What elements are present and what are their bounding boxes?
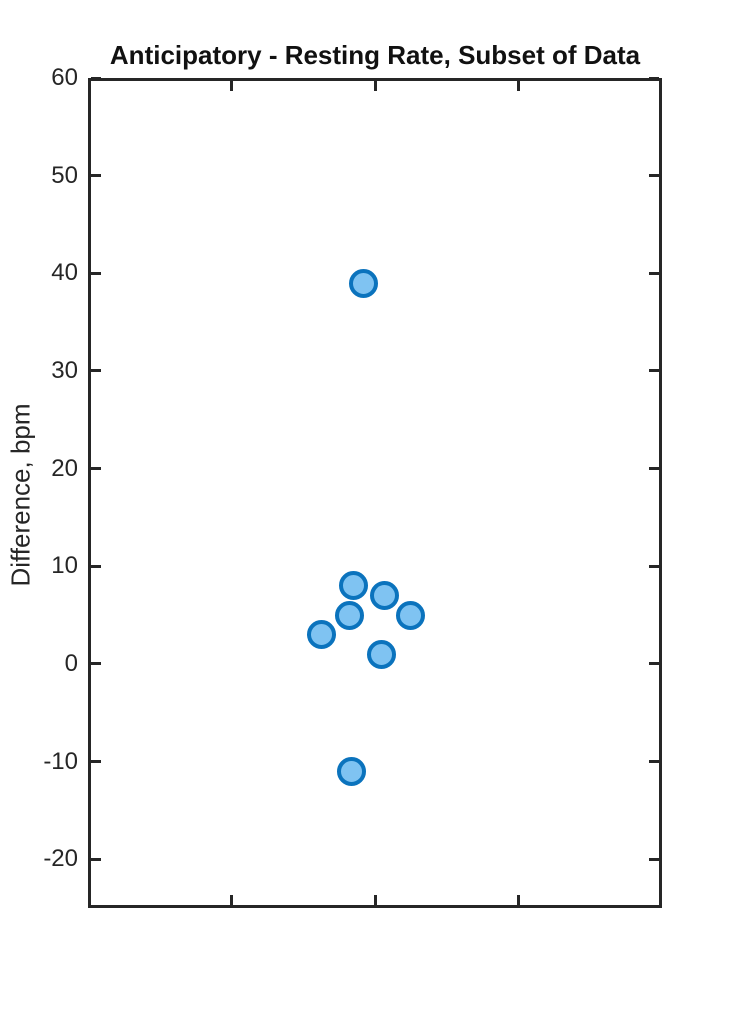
y-tick-mark-right: [649, 271, 659, 275]
y-tick-mark-left: [91, 76, 101, 80]
y-tick-label: 50: [51, 161, 78, 189]
x-tick-mark-top: [373, 81, 377, 91]
y-tick-mark-left: [91, 467, 101, 471]
y-tick-mark-right: [649, 369, 659, 373]
plot-area: [88, 78, 662, 908]
x-tick-mark-bottom: [373, 895, 377, 905]
y-tick-mark-left: [91, 369, 101, 373]
data-point: [306, 620, 336, 650]
y-tick-label: -20: [43, 845, 78, 873]
data-point: [369, 581, 399, 611]
x-tick-mark-bottom: [517, 895, 520, 905]
data-point: [337, 756, 367, 786]
y-tick-mark-left: [91, 271, 101, 275]
data-point: [396, 600, 426, 630]
y-tick-mark-right: [649, 760, 659, 764]
y-tick-label: 40: [51, 259, 78, 287]
x-tick-mark-top: [517, 81, 520, 91]
chart-title: Anticipatory - Resting Rate, Subset of D…: [109, 40, 641, 70]
data-point: [349, 268, 379, 298]
y-tick-label: -10: [43, 747, 78, 775]
y-tick-mark-right: [649, 174, 659, 178]
x-tick-mark-bottom: [230, 895, 233, 905]
y-tick-label: 30: [51, 356, 78, 384]
y-tick-mark-left: [91, 857, 101, 861]
data-point: [338, 571, 368, 601]
y-tick-mark-left: [91, 760, 101, 764]
y-tick-label: 20: [51, 454, 78, 482]
x-tick-mark-top: [230, 81, 233, 91]
y-tick-mark-right: [649, 467, 659, 471]
data-point: [366, 639, 396, 669]
y-tick-mark-right: [649, 76, 659, 80]
y-tick-label: 0: [64, 649, 78, 677]
y-tick-label: 10: [51, 552, 78, 580]
y-tick-label: 60: [51, 64, 78, 91]
y-tick-mark-left: [91, 662, 101, 666]
data-point: [334, 600, 364, 630]
y-tick-mark-left: [91, 564, 101, 568]
y-tick-mark-right: [649, 662, 659, 666]
y-tick-mark-right: [649, 857, 659, 861]
y-tick-mark-left: [91, 174, 101, 178]
y-tick-mark-right: [649, 564, 659, 568]
